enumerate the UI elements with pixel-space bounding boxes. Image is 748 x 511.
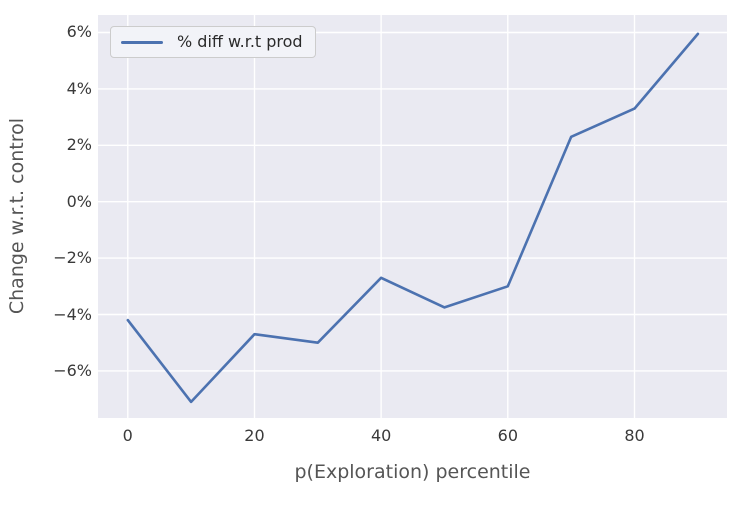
y-tick-label: −4%: [53, 304, 92, 324]
y-tick-label: 0%: [66, 191, 92, 211]
plot-area: % diff w.r.t prod: [98, 15, 727, 418]
y-tick-label: −6%: [53, 361, 92, 381]
y-tick-label: −2%: [53, 248, 92, 268]
legend-label: % diff w.r.t prod: [177, 32, 303, 51]
line-chart-svg: [98, 15, 727, 418]
x-tick-label: 20: [244, 426, 265, 445]
legend: % diff w.r.t prod: [110, 26, 316, 58]
y-axis-label: Change w.r.t. control: [6, 118, 28, 315]
x-tick-label: 40: [370, 426, 392, 445]
y-axis-label-column: Change w.r.t. control: [6, 15, 28, 418]
y-tick-label: 2%: [66, 135, 92, 155]
x-axis-label: p(Exploration) percentile: [294, 461, 531, 483]
x-tick-label: 0: [122, 426, 133, 445]
series-line: [126, 32, 700, 404]
x-tick-label: 80: [624, 426, 645, 445]
legend-line-swatch: [121, 40, 163, 44]
y-tick-label: 6%: [66, 22, 92, 42]
y-tick-label: 4%: [66, 78, 92, 98]
x-tick-label: 60: [497, 426, 519, 445]
